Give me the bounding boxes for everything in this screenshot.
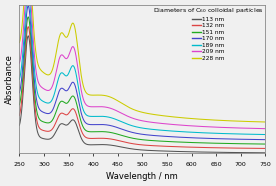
Line: 170 nm: 170 nm [19, 6, 265, 140]
132 nm [124, 141, 128, 144]
113 nm [264, 152, 267, 154]
209 nm [264, 128, 267, 130]
228 nm [101, 94, 104, 96]
132 nm [26, 26, 30, 28]
170 nm [26, 5, 30, 7]
132 nm [147, 144, 150, 147]
151 nm [147, 139, 150, 141]
X-axis label: Wavelength / nm: Wavelength / nm [107, 172, 178, 181]
209 nm [147, 121, 150, 123]
113 nm [101, 143, 104, 146]
113 nm [51, 136, 54, 139]
228 nm [147, 113, 150, 115]
189 nm [51, 99, 54, 101]
209 nm [18, 62, 21, 64]
132 nm [264, 147, 267, 150]
Line: 209 nm: 209 nm [19, 0, 265, 129]
170 nm [124, 129, 128, 132]
132 nm [152, 145, 156, 147]
Line: 228 nm: 228 nm [19, 0, 265, 122]
209 nm [124, 114, 128, 117]
209 nm [51, 85, 54, 88]
Line: 151 nm: 151 nm [19, 17, 265, 144]
209 nm [152, 121, 156, 124]
132 nm [18, 114, 21, 116]
170 nm [18, 92, 21, 94]
151 nm [264, 143, 267, 145]
189 nm [147, 128, 150, 130]
209 nm [59, 54, 63, 56]
189 nm [59, 72, 63, 74]
151 nm [124, 136, 128, 138]
151 nm [101, 131, 104, 133]
228 nm [124, 105, 128, 107]
189 nm [101, 115, 104, 117]
189 nm [124, 123, 128, 125]
132 nm [59, 112, 63, 114]
170 nm [147, 134, 150, 136]
189 nm [152, 128, 156, 131]
228 nm [51, 69, 54, 71]
113 nm [124, 147, 128, 149]
170 nm [51, 110, 54, 112]
113 nm [18, 124, 21, 126]
113 nm [26, 35, 30, 37]
151 nm [18, 104, 21, 106]
228 nm [18, 41, 21, 44]
228 nm [264, 121, 267, 123]
170 nm [264, 139, 267, 141]
170 nm [101, 124, 104, 126]
Line: 113 nm: 113 nm [19, 36, 265, 153]
151 nm [59, 100, 63, 102]
Legend: 113 nm, 132 nm, 151 nm, 170 nm, 189 nm, 209 nm, 228 nm: 113 nm, 132 nm, 151 nm, 170 nm, 189 nm, … [153, 5, 265, 61]
132 nm [51, 128, 54, 130]
228 nm [59, 32, 63, 34]
Y-axis label: Absorbance: Absorbance [5, 54, 14, 104]
113 nm [59, 123, 63, 125]
189 nm [18, 78, 21, 80]
132 nm [101, 137, 104, 139]
189 nm [264, 133, 267, 136]
151 nm [51, 119, 54, 121]
170 nm [152, 134, 156, 137]
Line: 132 nm: 132 nm [19, 27, 265, 148]
228 nm [152, 113, 156, 116]
113 nm [152, 150, 156, 152]
170 nm [59, 87, 63, 89]
151 nm [152, 140, 156, 142]
Line: 189 nm: 189 nm [19, 0, 265, 134]
209 nm [101, 106, 104, 108]
113 nm [147, 149, 150, 152]
151 nm [26, 16, 30, 18]
